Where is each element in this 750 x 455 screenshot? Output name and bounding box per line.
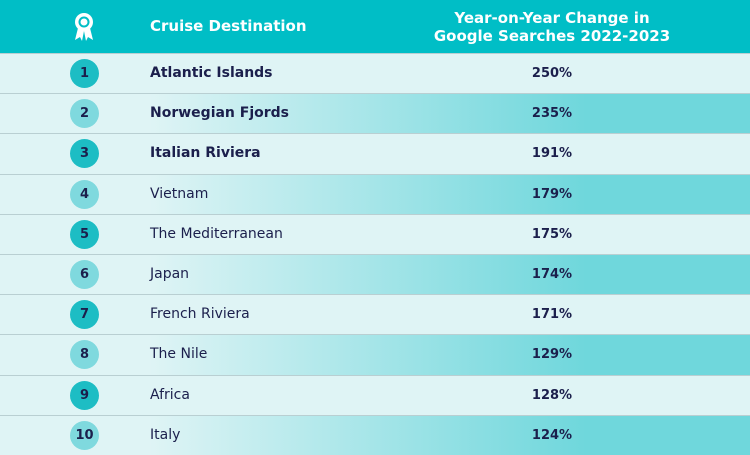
table-row: 3 Italian Riviera 191% [0,133,750,174]
rank-badge: 4 [70,179,99,209]
rank-badge: 6 [70,260,99,289]
header-change-line: Google Searches 2022-2023 [433,27,671,45]
change-value: 171% [531,307,573,323]
change-value: 250% [531,66,573,81]
table-row: 5 The Mediterranean 175% [0,213,750,254]
destination: French Riviera [150,306,250,323]
header-change: Year-on-Year Change in Google Searches 2… [402,9,702,45]
rank-badge: 2 [70,99,99,129]
change-value: 174% [531,267,573,282]
rank-badge: 10 [70,420,99,450]
rank-badge: 8 [70,340,99,370]
rank-badge: 9 [70,380,99,410]
award-icon [75,13,93,41]
destination: Italy [150,426,181,443]
destination: The Nile [150,346,208,363]
table-row: 10 Italy 124% [0,414,750,455]
change-value: 124% [531,427,573,443]
table-row: 4 Vietnam 179% [0,173,750,214]
destination: Norwegian Fjords [150,105,290,122]
header-destination: Cruise Destination [150,17,307,35]
table-row: 2 Norwegian Fjords 235% [0,93,750,134]
rank-badge: 1 [70,59,99,88]
rank-badge: 3 [70,139,99,169]
table-row: 9 Africa 128% [0,374,750,415]
destination: The Mediterranean [150,225,283,242]
table-row: 7 French Riviera 171% [0,294,750,335]
change-value: 129% [531,347,573,363]
table-row: 8 The Nile 129% [0,334,750,375]
change-value: 235% [531,106,573,122]
header-row: Cruise Destination Year-on-Year Change i… [0,0,750,53]
change-value: 191% [531,146,573,162]
destination: Vietnam [150,185,209,202]
rank-badge: 7 [70,300,99,330]
table-row: 6 Japan 174% [0,254,750,295]
change-value: 128% [531,387,573,403]
rank-badge: 5 [70,219,99,249]
destination: Japan [150,266,190,282]
destination: Atlantic Islands [150,65,273,81]
destination: Italian Riviera [150,145,261,162]
table-row: 1 Atlantic Islands 250% [0,53,750,94]
change-value: 175% [531,226,573,242]
change-value: 179% [531,186,573,202]
header-change-line: Year-on-Year Change in [454,9,650,27]
destination: Africa [150,386,190,403]
